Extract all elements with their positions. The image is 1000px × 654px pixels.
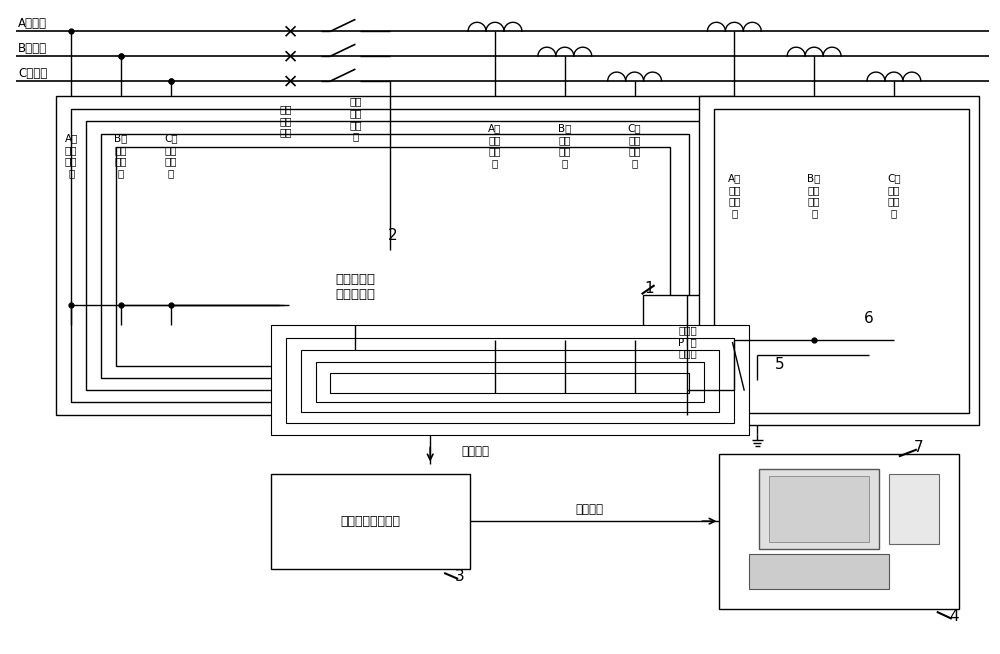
Bar xyxy=(744,402,770,424)
Bar xyxy=(59,226,83,253)
Text: A相
干式
电抗
器: A相 干式 电抗 器 xyxy=(728,173,741,218)
Bar xyxy=(109,253,133,281)
Text: 7: 7 xyxy=(914,440,924,455)
Bar xyxy=(714,109,969,413)
Text: B相母线: B相母线 xyxy=(18,42,47,55)
Text: 2: 2 xyxy=(387,228,397,243)
Bar xyxy=(59,253,83,281)
Bar xyxy=(101,134,689,378)
Text: 5: 5 xyxy=(774,357,784,372)
Bar xyxy=(699,96,979,424)
Bar xyxy=(159,253,183,281)
Text: 干扰在线监
测就地单元: 干扰在线监 测就地单元 xyxy=(335,273,375,301)
Bar xyxy=(744,380,770,402)
Text: 4: 4 xyxy=(949,610,959,625)
Text: 数据采集控制单元: 数据采集控制单元 xyxy=(340,515,400,528)
Text: A相
电流
互感
器: A相 电流 互感 器 xyxy=(488,124,502,168)
Text: C相母线: C相母线 xyxy=(18,67,48,80)
Text: 数据传输: 数据传输 xyxy=(576,503,604,516)
Bar xyxy=(71,109,719,402)
Text: A相母线: A相母线 xyxy=(18,17,47,30)
Bar xyxy=(271,474,470,569)
Bar xyxy=(330,373,689,392)
Text: 1: 1 xyxy=(645,281,654,296)
Bar xyxy=(889,474,939,544)
Text: 电抗
器隔
离开
关: 电抗 器隔 离开 关 xyxy=(349,97,362,141)
Bar xyxy=(769,476,869,542)
Bar xyxy=(56,96,734,415)
Bar xyxy=(759,470,879,549)
Text: 6: 6 xyxy=(864,311,874,326)
Bar xyxy=(749,554,889,589)
Text: 数据传输: 数据传输 xyxy=(461,445,489,458)
Text: B相
电压
互感
器: B相 电压 互感 器 xyxy=(114,133,128,178)
Bar xyxy=(643,295,732,390)
Text: 电抗
器断
路器: 电抗 器断 路器 xyxy=(279,104,292,137)
Bar xyxy=(159,226,183,253)
Text: A相
电压
互感
器: A相 电压 互感 器 xyxy=(65,133,78,178)
Bar xyxy=(116,146,670,366)
Text: C相
电压
互感
器: C相 电压 互感 器 xyxy=(164,133,178,178)
Bar xyxy=(301,350,719,411)
Text: B相
干式
电抗
器: B相 干式 电抗 器 xyxy=(807,173,821,218)
Text: 中性点
PT测
量单元: 中性点 PT测 量单元 xyxy=(678,325,697,358)
Bar xyxy=(86,121,704,390)
Text: B相
电流
互感
器: B相 电流 互感 器 xyxy=(558,124,572,168)
Text: C相
电流
互感
器: C相 电流 互感 器 xyxy=(628,124,641,168)
Bar xyxy=(279,250,433,325)
Bar xyxy=(271,325,749,434)
Bar xyxy=(286,338,734,422)
Text: C相
干式
电抗
器: C相 干式 电抗 器 xyxy=(887,173,901,218)
Text: 3: 3 xyxy=(455,570,465,585)
Bar xyxy=(316,362,704,402)
Bar xyxy=(719,455,959,609)
Bar xyxy=(109,226,133,253)
